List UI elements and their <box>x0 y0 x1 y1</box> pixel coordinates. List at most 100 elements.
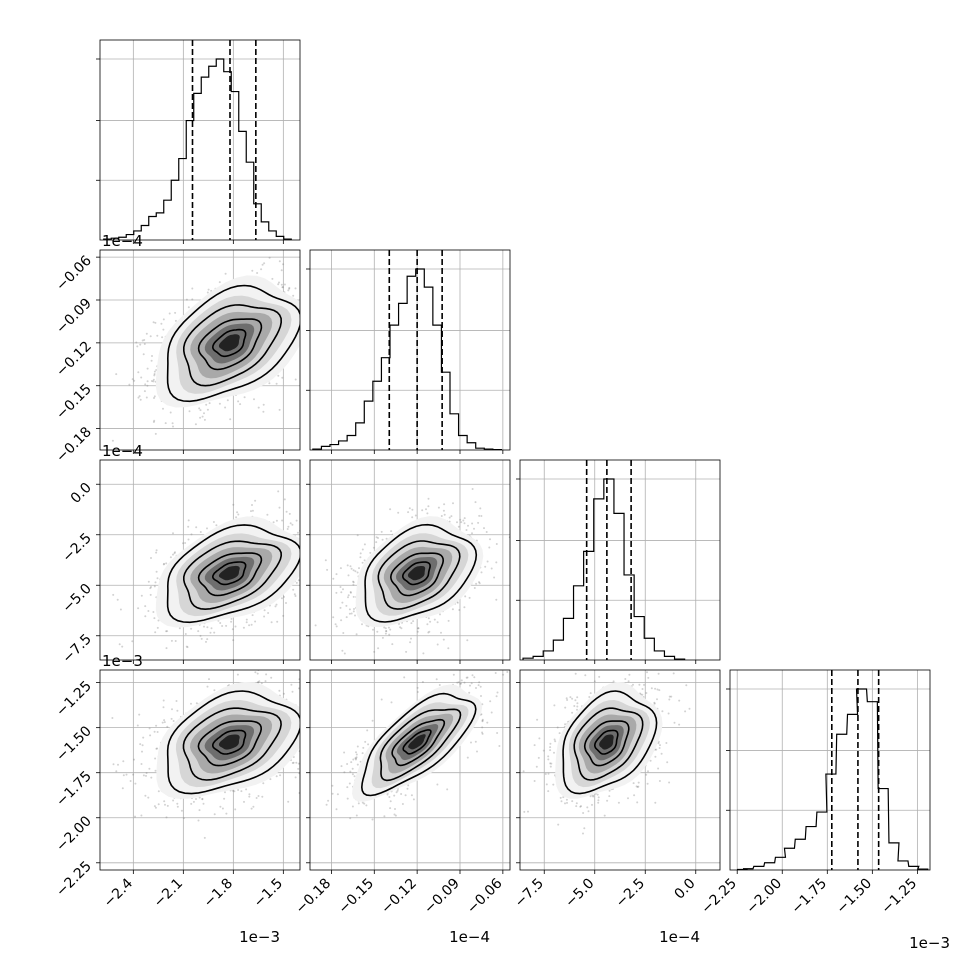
sample-point <box>274 605 277 608</box>
sample-point <box>355 753 358 756</box>
sample-point <box>172 720 175 722</box>
sample-point <box>465 529 468 531</box>
sample-point <box>535 765 538 768</box>
sample-point <box>147 580 150 583</box>
sample-point <box>351 805 354 808</box>
sample-point <box>191 287 194 290</box>
sample-point <box>655 748 658 751</box>
sample-point <box>226 399 229 402</box>
scatter-panel-p3-vs-p2 <box>519 656 721 871</box>
sample-point <box>302 527 304 529</box>
sample-point <box>456 521 458 524</box>
sample-point <box>168 312 171 315</box>
sample-point <box>243 396 246 399</box>
sample-point <box>347 594 350 597</box>
sample-point <box>187 525 190 528</box>
sample-point <box>369 551 372 554</box>
sample-point <box>187 519 190 522</box>
sample-point <box>646 671 648 674</box>
sample-point <box>456 601 459 604</box>
sample-point <box>245 621 248 624</box>
sample-point <box>306 739 308 741</box>
sample-point <box>645 692 648 694</box>
sample-point <box>117 763 119 766</box>
sample-point <box>269 778 272 781</box>
sample-point <box>513 671 515 673</box>
sample-point <box>490 711 493 714</box>
sample-point <box>556 726 559 729</box>
sample-point <box>641 693 644 696</box>
sample-point <box>206 291 209 294</box>
sample-point <box>186 646 189 649</box>
sample-point <box>254 620 257 623</box>
sample-point <box>140 376 143 379</box>
sample-point <box>447 619 450 622</box>
sample-point <box>571 697 574 700</box>
sample-point <box>345 616 348 619</box>
y-tick-label: −0.09 <box>53 296 95 338</box>
sample-point <box>597 796 600 799</box>
sample-point <box>442 509 445 512</box>
sample-point <box>439 613 441 616</box>
sample-point <box>199 531 202 533</box>
sample-point <box>479 685 482 688</box>
sample-point <box>334 516 336 518</box>
sample-point <box>331 784 334 787</box>
sample-point <box>307 696 309 698</box>
sample-point <box>288 287 291 290</box>
sample-point <box>421 509 424 512</box>
sample-point <box>643 683 645 686</box>
sample-point <box>411 508 414 511</box>
sample-point <box>460 682 463 685</box>
sample-point <box>496 691 499 694</box>
sample-point <box>416 630 419 633</box>
sample-point <box>498 745 501 747</box>
sample-point <box>636 786 639 788</box>
sample-point <box>255 797 258 799</box>
sample-point <box>668 781 671 784</box>
sample-point <box>466 756 469 759</box>
sample-point <box>275 519 278 522</box>
sample-point <box>361 752 364 755</box>
contour-line <box>593 729 619 755</box>
sample-point <box>480 695 482 697</box>
sample-point <box>584 674 587 677</box>
sample-point <box>157 803 160 806</box>
sample-point <box>212 521 215 523</box>
sample-point <box>317 706 319 708</box>
sample-point <box>347 596 349 599</box>
sample-point <box>260 682 263 685</box>
sample-point <box>203 418 206 421</box>
sample-point <box>256 672 259 675</box>
sample-point <box>112 593 115 596</box>
sample-point <box>165 630 168 633</box>
sample-point <box>658 689 661 692</box>
sample-point <box>576 708 578 711</box>
sample-point <box>356 534 359 537</box>
sample-point <box>301 294 303 296</box>
sample-point <box>481 720 484 723</box>
sample-point <box>463 522 466 525</box>
sample-point <box>592 795 595 798</box>
sample-point <box>163 562 166 565</box>
sample-point <box>257 406 260 409</box>
contour-line <box>166 284 300 403</box>
sample-point <box>278 689 281 692</box>
sample-point <box>436 621 439 624</box>
sample-point <box>427 497 430 500</box>
x-tick-label: −2.5 <box>613 876 648 911</box>
sample-point <box>388 796 391 798</box>
sample-point <box>647 656 649 658</box>
sample-point <box>553 751 555 754</box>
sample-point <box>486 721 489 724</box>
sample-point <box>275 603 278 606</box>
sample-point <box>174 319 177 322</box>
sample-point <box>232 639 235 642</box>
sample-point <box>300 568 302 570</box>
sample-point <box>156 577 159 580</box>
sample-point <box>580 805 582 808</box>
sample-point <box>190 627 193 630</box>
sample-point <box>163 800 166 803</box>
sample-point <box>481 731 484 734</box>
sample-point <box>281 519 284 522</box>
